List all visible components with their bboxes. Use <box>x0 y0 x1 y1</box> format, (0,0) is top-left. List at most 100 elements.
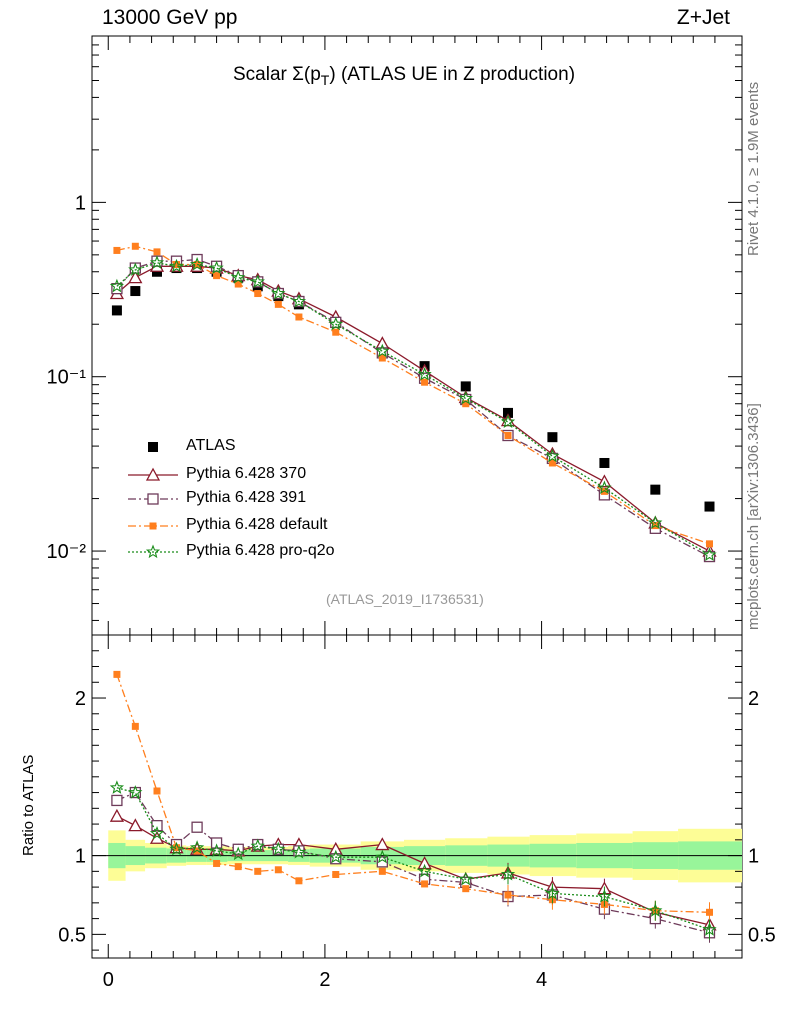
legend-markers <box>128 442 178 559</box>
main-y-tick-label: 10⁻¹ <box>47 367 87 389</box>
main-data-point <box>113 246 121 254</box>
main-data-point <box>295 313 303 321</box>
ratio-data-point <box>500 866 516 881</box>
main-data-point <box>332 328 340 336</box>
main-series-line <box>116 265 710 552</box>
main-series-line <box>116 262 710 556</box>
main-data-point <box>547 432 558 443</box>
x-tick-label: 0 <box>103 969 114 991</box>
main-data-point <box>650 484 661 495</box>
main-y-tick-label: 10⁻² <box>47 541 87 563</box>
main-data-point <box>375 336 390 350</box>
main-data-point <box>189 256 205 271</box>
ratio-plot-panel: 0 2 4 0.5 0.5 1 1 2 2 <box>58 634 776 991</box>
plot-title: Scalar Σ(pT) (ATLAS UE in Z production) <box>233 64 575 90</box>
main-data-point <box>504 432 512 440</box>
main-data-point <box>706 540 713 548</box>
ratio-series-2 <box>113 670 713 923</box>
ratio-data-point <box>109 808 125 822</box>
process-label: Z+Jet <box>676 6 730 29</box>
ratio-data-point <box>131 722 139 730</box>
ratio-data-point <box>274 866 282 874</box>
ratio-data-point <box>417 856 432 870</box>
main-data-point <box>128 262 143 276</box>
title-subscript: T <box>320 71 330 88</box>
main-data-point <box>291 293 307 308</box>
ratio-data-point <box>213 859 221 867</box>
legend-label-atlas: ATLAS <box>186 437 236 454</box>
main-data-point <box>704 501 715 512</box>
main-data-point <box>193 261 201 269</box>
ratio-y-tick-label: 2 <box>75 688 86 710</box>
ratio-data-point <box>271 841 286 856</box>
main-data-point <box>250 274 265 288</box>
ratio-data-point <box>328 849 343 864</box>
ratio-data-point <box>417 863 432 878</box>
ratio-data-point <box>376 856 388 868</box>
mcplots-label: mcplots.cern.ch [arXiv:1306.3436] <box>745 403 762 630</box>
main-data-point <box>149 255 165 269</box>
ratio-data-point <box>378 867 386 875</box>
legend-marker <box>145 544 161 559</box>
ratio-data-point <box>295 877 303 885</box>
ratio-data-point <box>109 780 125 794</box>
legend-label-370: Pythia 6.428 370 <box>186 465 307 482</box>
main-data-point <box>703 550 716 563</box>
main-data-point <box>130 286 141 297</box>
ratio-data-point <box>191 821 203 833</box>
ratio-data-point <box>597 889 612 903</box>
ratio-series-3 <box>109 780 717 940</box>
ratio-data-point <box>648 903 663 917</box>
main-data-point <box>417 366 432 381</box>
ratio-y-tick-label-right: 2 <box>748 688 759 710</box>
main-data-point <box>128 270 143 284</box>
main-series-line <box>116 258 710 558</box>
main-data-point <box>545 448 560 463</box>
main-data-point <box>328 316 343 331</box>
ratio-y-axis-label: Ratio to ATLAS <box>20 754 37 856</box>
ratio-y-tick-label-right: 0.5 <box>748 924 776 946</box>
ratio-data-point <box>149 825 165 840</box>
main-data-point <box>173 261 180 269</box>
legend-label-391: Pythia 6.428 391 <box>186 489 307 506</box>
ratio-data-point <box>128 818 143 832</box>
main-data-point <box>271 286 286 300</box>
ratio-data-point <box>702 922 717 936</box>
main-data-point <box>375 343 390 358</box>
main-series-4 <box>109 255 717 562</box>
ratio-data-point <box>128 785 143 799</box>
ratio-data-point <box>375 837 390 851</box>
main-series-1 <box>109 258 717 557</box>
main-data-point <box>378 354 386 362</box>
ratio-data-point <box>209 843 224 857</box>
ratio-data-point <box>458 871 473 886</box>
ratio-data-point <box>504 891 512 899</box>
main-data-point <box>600 487 608 495</box>
legend-label-default: Pythia 6.428 default <box>186 516 328 533</box>
main-data-point <box>462 400 470 408</box>
main-data-point <box>274 300 282 308</box>
ratio-y-tick-label-right: 1 <box>748 846 759 868</box>
x-tick-label: 2 <box>319 969 330 991</box>
ratio-data-point <box>231 846 246 861</box>
x-tick-label: 4 <box>536 969 547 991</box>
main-data-point <box>503 407 513 418</box>
ratio-data-point <box>169 841 184 856</box>
legend-marker <box>147 493 159 505</box>
ratio-data-point <box>706 908 713 916</box>
beam-energy-label: 13000 GeV pp <box>102 6 238 29</box>
ratio-data-point <box>113 670 121 678</box>
main-data-point <box>234 280 242 288</box>
main-y-tick-label: 1 <box>75 192 86 214</box>
ratio-data-point <box>111 794 123 807</box>
main-data-point <box>209 260 224 275</box>
ratio-data-point <box>153 787 161 795</box>
main-data-point <box>213 272 221 280</box>
main-data-point <box>597 480 612 494</box>
legend-marker <box>149 522 157 530</box>
rivet-version-label: Rivet 4.1.0, ≥ 1.9M events <box>745 81 762 256</box>
title-suffix: ) (ATLAS UE in Z production) <box>329 64 576 85</box>
ratio-data-point <box>421 880 429 888</box>
ratio-data-point <box>254 867 262 875</box>
